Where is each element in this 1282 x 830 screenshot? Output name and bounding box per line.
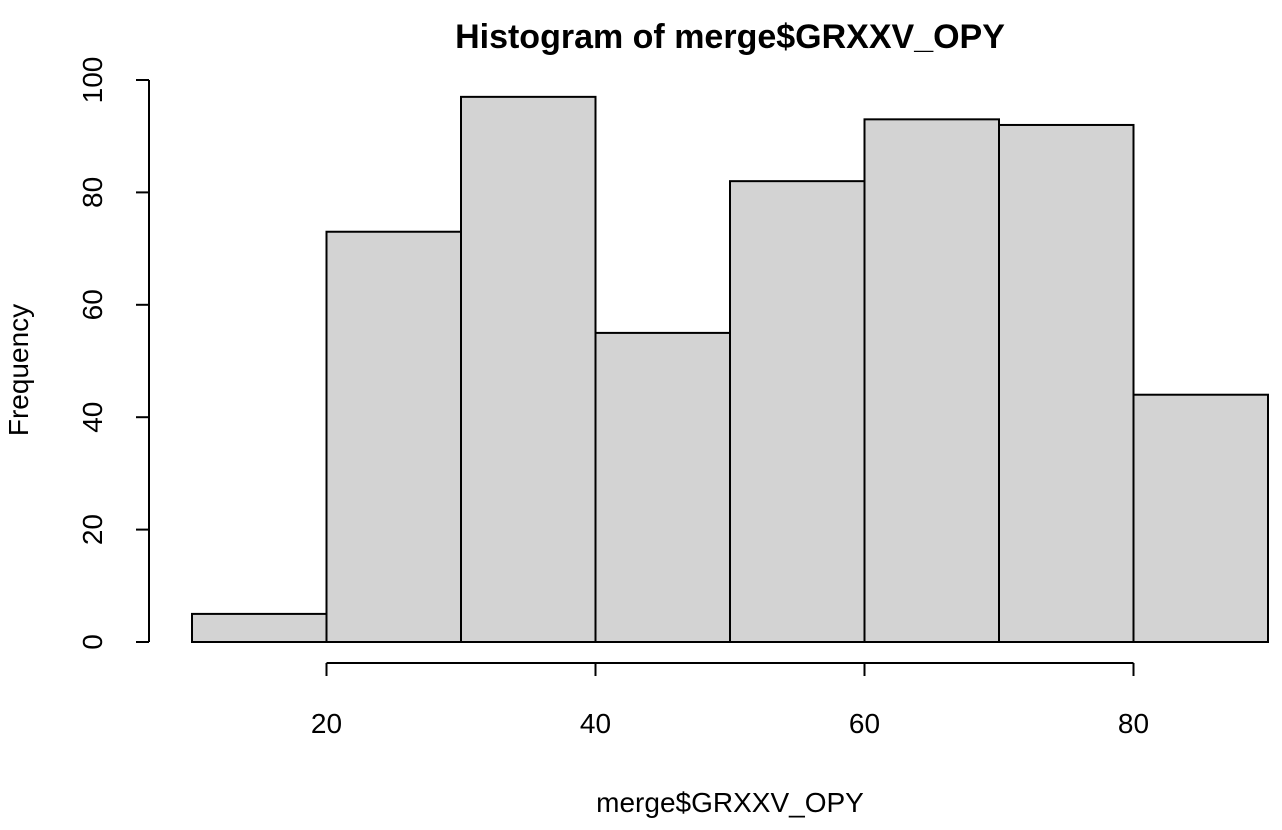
histogram-bar-4 — [594, 331, 731, 643]
y-tick-label: 40 — [77, 402, 108, 433]
histogram-bar-8 — [1132, 393, 1269, 643]
bars-group — [191, 95, 1269, 644]
y-tick-label: 60 — [77, 289, 108, 320]
chart-title: Histogram of merge$GRXXV_OPY — [455, 18, 1005, 56]
y-tick-label: 0 — [77, 634, 108, 650]
x-axis: 20 40 60 80 — [311, 662, 1149, 739]
histogram-bar-7 — [998, 123, 1135, 643]
y-tick-label: 80 — [77, 177, 108, 208]
histogram-bar-5 — [729, 180, 866, 643]
y-axis-label: Frequency — [3, 304, 34, 436]
histogram-bar-6 — [863, 118, 1000, 643]
y-tick-label: 100 — [77, 57, 108, 104]
y-tick-label: 20 — [77, 514, 108, 545]
histogram-bar-2 — [325, 230, 462, 644]
x-tick-label: 80 — [1118, 708, 1149, 739]
x-tick-label: 40 — [580, 708, 611, 739]
x-axis-label: merge$GRXXV_OPY — [596, 787, 864, 818]
x-tick-label: 60 — [849, 708, 880, 739]
x-tick-label: 20 — [311, 708, 342, 739]
histogram-bar-1 — [191, 612, 328, 644]
y-axis: 0 20 40 60 80 100 — [77, 57, 150, 650]
histogram-bar-3 — [460, 95, 597, 644]
